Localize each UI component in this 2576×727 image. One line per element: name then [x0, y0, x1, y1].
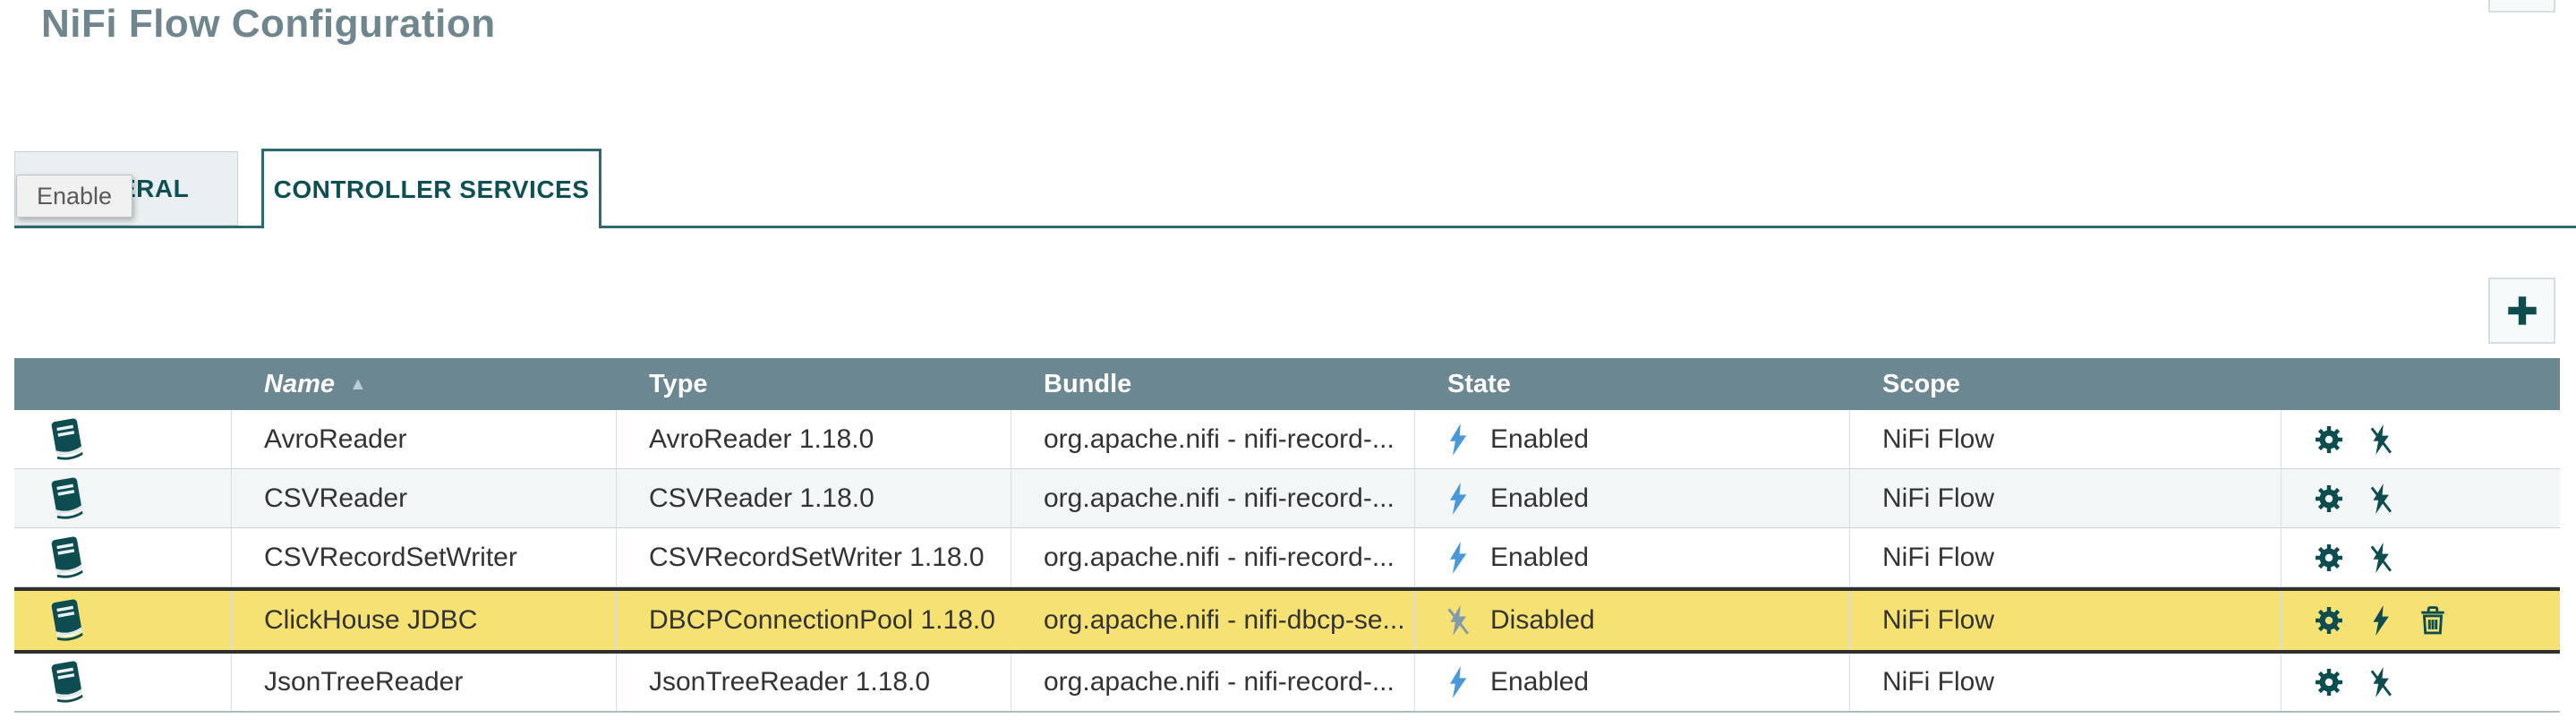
actions-cell [2282, 528, 2560, 586]
actions-cell [2282, 410, 2560, 468]
type-cell: AvroReader 1.18.0 [617, 410, 1011, 468]
state-cell: Enabled [1415, 410, 1850, 468]
bundle-cell: org.apache.nifi - nifi-record-... [1011, 654, 1415, 711]
controller-services-table: Name ▲ Type Bundle State Scope AvroReade… [14, 358, 2560, 713]
state-label: Enabled [1490, 423, 1590, 454]
state-label: Enabled [1490, 542, 1590, 572]
column-header-bundle[interactable]: Bundle [1044, 369, 1132, 398]
gear-icon[interactable] [2314, 667, 2344, 697]
scope-cell: NiFi Flow [1850, 469, 2282, 527]
book-icon[interactable] [47, 476, 88, 521]
bundle-cell: org.apache.nifi - nifi-record-... [1011, 469, 1415, 527]
table-row[interactable]: CSVReader CSVReader 1.18.0 org.apache.ni… [14, 469, 2560, 528]
gear-icon[interactable] [2314, 543, 2344, 573]
scope-cell: NiFi Flow [1850, 410, 2282, 468]
gear-icon[interactable] [2314, 424, 2344, 455]
state-label: Enabled [1490, 667, 1590, 697]
table-header-row: Name ▲ Type Bundle State Scope [14, 358, 2560, 410]
state-cell: Enabled [1415, 528, 1850, 586]
name-cell: JsonTreeReader [232, 654, 617, 711]
table-row-selected[interactable]: ClickHouse JDBC DBCPConnectionPool 1.18.… [14, 587, 2560, 654]
enable-tooltip: Enable [16, 175, 132, 218]
table-row[interactable]: AvroReader AvroReader 1.18.0 org.apache.… [14, 410, 2560, 469]
table-row[interactable]: JsonTreeReader JsonTreeReader 1.18.0 org… [14, 654, 2560, 713]
bolt-slash-icon[interactable] [2366, 543, 2396, 573]
bolt-icon [1447, 483, 1469, 515]
book-icon[interactable] [47, 535, 88, 580]
bolt-icon [1447, 666, 1469, 698]
usage-cell [14, 528, 232, 586]
bolt-slash-icon [1447, 604, 1469, 637]
name-cell: CSVReader [232, 469, 617, 527]
bundle-cell: org.apache.nifi - nifi-record-... [1011, 528, 1415, 586]
book-icon[interactable] [47, 598, 88, 643]
scope-cell: NiFi Flow [1850, 654, 2282, 711]
type-cell: JsonTreeReader 1.18.0 [617, 654, 1011, 711]
bolt-slash-icon[interactable] [2366, 667, 2396, 697]
trash-icon[interactable] [2418, 605, 2448, 636]
state-label: Disabled [1490, 605, 1595, 635]
column-header-state[interactable]: State [1447, 369, 1511, 398]
scope-cell: NiFi Flow [1850, 591, 2282, 650]
book-icon[interactable] [47, 417, 88, 462]
usage-cell [14, 591, 232, 650]
type-cell: CSVReader 1.18.0 [617, 469, 1011, 527]
actions-cell [2282, 654, 2560, 711]
column-header-name-label: Name [264, 369, 335, 398]
book-icon[interactable] [47, 660, 88, 705]
column-header-scope[interactable]: Scope [1882, 369, 1961, 398]
type-cell: CSVRecordSetWriter 1.18.0 [617, 528, 1011, 586]
gear-icon[interactable] [2314, 483, 2344, 514]
type-cell: DBCPConnectionPool 1.18.0 [617, 591, 1011, 650]
tab-bar-underline [14, 226, 2576, 228]
page-title: NiFi Flow Configuration [41, 2, 496, 46]
bolt-icon [1447, 542, 1469, 574]
usage-cell [14, 469, 232, 527]
column-header-name[interactable]: Name ▲ [232, 370, 617, 399]
name-cell: AvroReader [232, 410, 617, 468]
bolt-icon [1447, 423, 1469, 456]
bolt-slash-icon[interactable] [2366, 424, 2396, 455]
sort-ascending-icon: ▲ [349, 373, 367, 394]
column-header-type[interactable]: Type [649, 369, 708, 398]
name-cell: CSVRecordSetWriter [232, 528, 617, 586]
add-controller-service-button[interactable] [2488, 278, 2555, 344]
bundle-cell: org.apache.nifi - nifi-dbcp-se... [1011, 591, 1415, 650]
state-label: Enabled [1490, 483, 1590, 513]
plus-icon [2503, 292, 2541, 329]
partial-top-right-button[interactable] [2488, 0, 2555, 13]
actions-cell [2282, 469, 2560, 527]
name-cell: ClickHouse JDBC [232, 591, 617, 650]
bundle-cell: org.apache.nifi - nifi-record-... [1011, 410, 1415, 468]
usage-cell [14, 410, 232, 468]
scope-cell: NiFi Flow [1850, 528, 2282, 586]
state-cell: Enabled [1415, 469, 1850, 527]
bolt-icon[interactable] [2366, 605, 2396, 636]
actions-cell [2282, 591, 2560, 650]
tab-controller-services[interactable]: CONTROLLER SERVICES [261, 149, 601, 228]
gear-icon[interactable] [2314, 605, 2344, 636]
table-row[interactable]: CSVRecordSetWriter CSVRecordSetWriter 1.… [14, 528, 2560, 587]
enable-tooltip-label: Enable [36, 182, 113, 210]
tab-controller-services-label: CONTROLLER SERVICES [273, 175, 590, 203]
state-cell: Enabled [1415, 654, 1850, 711]
bolt-slash-icon[interactable] [2366, 483, 2396, 514]
usage-cell [14, 654, 232, 711]
state-cell: Disabled [1415, 591, 1850, 650]
